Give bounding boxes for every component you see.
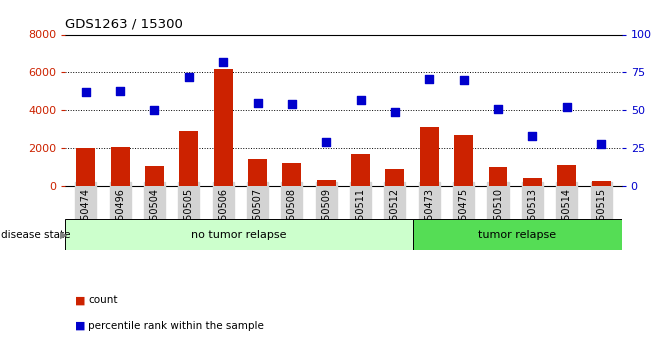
Bar: [557, 165, 576, 186]
Bar: [592, 181, 611, 186]
Bar: [454, 135, 473, 186]
Point: [527, 134, 538, 139]
Bar: [111, 147, 130, 186]
Point: [390, 109, 400, 115]
Bar: [179, 131, 199, 186]
Point: [562, 105, 572, 110]
Text: tumor relapse: tumor relapse: [478, 230, 557, 239]
Point: [286, 101, 297, 107]
Text: disease state: disease state: [1, 230, 71, 239]
Bar: [76, 148, 95, 186]
Point: [355, 97, 366, 102]
Point: [458, 77, 469, 83]
Text: ■: ■: [75, 321, 85, 331]
Text: count: count: [88, 295, 117, 305]
Bar: [317, 180, 336, 186]
Text: percentile rank within the sample: percentile rank within the sample: [88, 321, 264, 331]
Point: [493, 106, 503, 112]
Bar: [413, 219, 622, 250]
Bar: [420, 127, 439, 186]
Text: ▶: ▶: [60, 230, 68, 239]
Point: [321, 139, 331, 145]
Bar: [351, 154, 370, 186]
Bar: [523, 178, 542, 186]
Text: ■: ■: [75, 295, 85, 305]
Text: GDS1263 / 15300: GDS1263 / 15300: [65, 17, 183, 30]
Bar: [385, 169, 404, 186]
Point: [81, 89, 91, 95]
Bar: [145, 166, 164, 186]
Bar: [488, 167, 508, 186]
Point: [253, 100, 263, 106]
Point: [596, 141, 606, 147]
Bar: [214, 69, 232, 186]
Bar: [65, 219, 413, 250]
Point: [424, 76, 434, 81]
Point: [218, 59, 229, 65]
Point: [184, 74, 194, 80]
Text: no tumor relapse: no tumor relapse: [191, 230, 287, 239]
Bar: [283, 162, 301, 186]
Point: [149, 108, 159, 113]
Point: [115, 88, 125, 93]
Bar: [248, 159, 267, 186]
